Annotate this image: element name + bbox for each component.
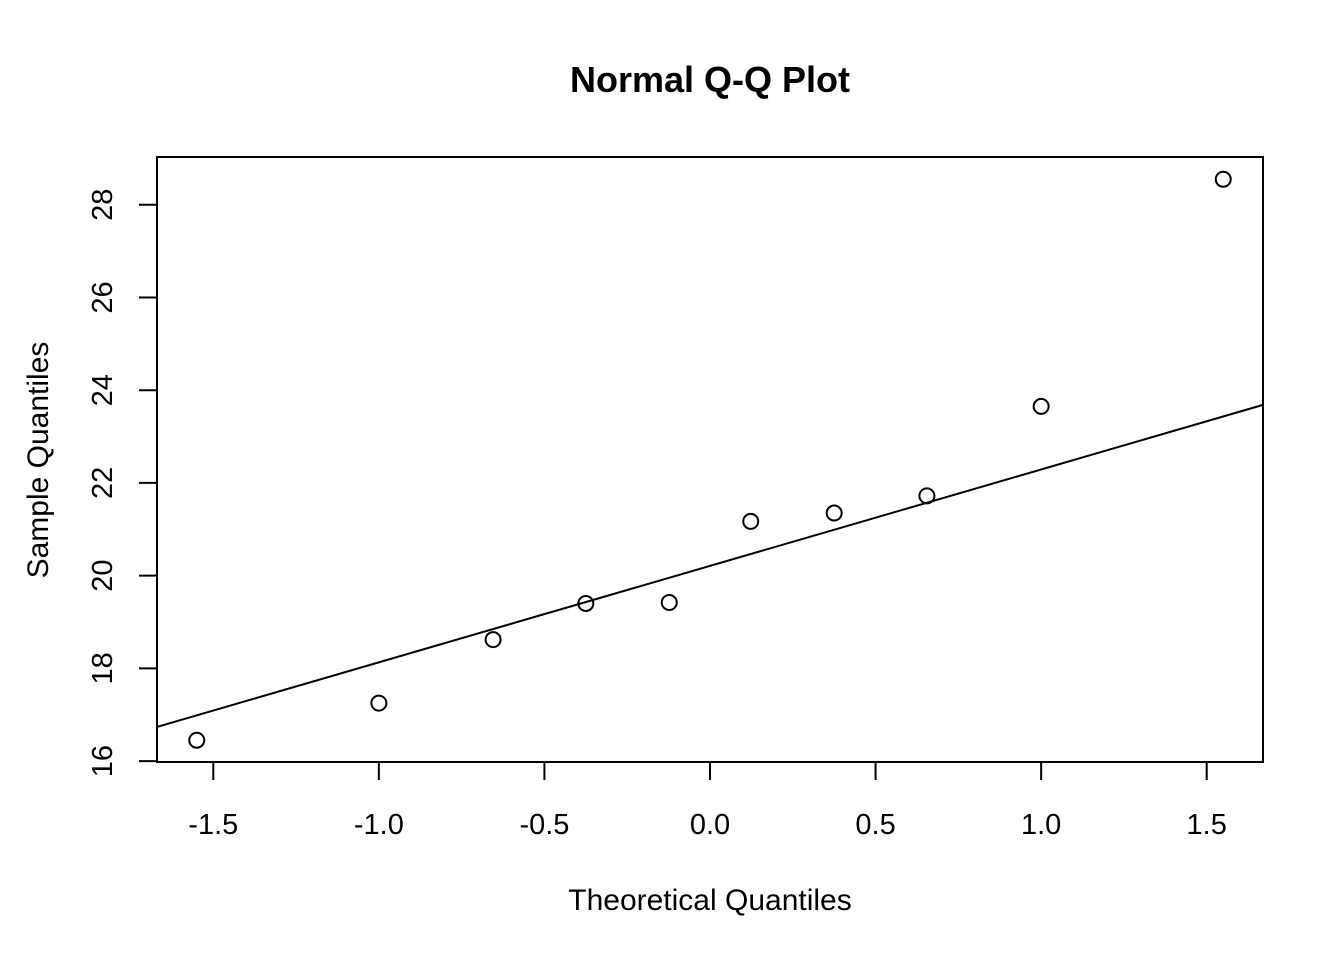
y-tick-label: 28 <box>87 189 119 221</box>
data-point <box>918 487 936 505</box>
x-tick-label: 0.5 <box>855 809 895 841</box>
y-tick-label: 16 <box>87 745 119 777</box>
y-axis: 16 18 20 22 24 26 28 <box>87 189 158 777</box>
data-point <box>660 594 678 612</box>
chart-title: Normal Q-Q Plot <box>570 59 850 100</box>
x-tick-label: 1.5 <box>1187 809 1227 841</box>
qq-reference-line <box>156 403 1264 728</box>
points-layer <box>188 170 1232 749</box>
y-tick-label: 24 <box>87 374 119 406</box>
data-point <box>742 512 760 530</box>
x-tick-label: 1.0 <box>1021 809 1061 841</box>
x-tick-label: 0.0 <box>690 809 730 841</box>
y-tick-label: 20 <box>87 559 119 591</box>
data-point <box>484 631 502 649</box>
reference-line-layer <box>156 403 1264 728</box>
data-point <box>1032 397 1050 415</box>
plot-frame <box>156 156 1264 763</box>
x-axis-label: Theoretical Quantiles <box>568 884 851 917</box>
y-tick-label: 22 <box>87 467 119 499</box>
x-tick-label: -1.0 <box>354 809 404 841</box>
data-point <box>577 594 595 612</box>
x-axis: -1.5 -1.0 -0.5 0.0 0.5 1.0 1.5 <box>188 761 1227 841</box>
x-tick-label: -0.5 <box>519 809 569 841</box>
y-axis-label: Sample Quantiles <box>22 342 55 579</box>
data-point <box>1214 170 1232 188</box>
x-tick-label: -1.5 <box>188 809 238 841</box>
data-point <box>370 694 388 712</box>
data-point <box>825 504 843 522</box>
data-point <box>188 731 206 749</box>
y-tick-label: 26 <box>87 281 119 313</box>
y-tick-label: 18 <box>87 652 119 684</box>
